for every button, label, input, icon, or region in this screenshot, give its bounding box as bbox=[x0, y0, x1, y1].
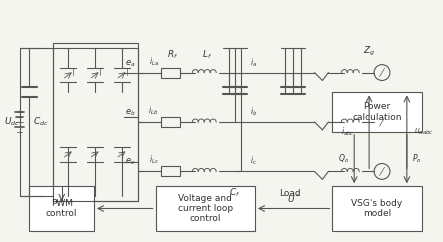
Text: VSG's body
model: VSG's body model bbox=[351, 199, 403, 218]
Text: $i_{abc}$: $i_{abc}$ bbox=[341, 126, 354, 138]
FancyBboxPatch shape bbox=[160, 68, 180, 77]
Text: $P_o$: $P_o$ bbox=[412, 153, 421, 165]
Text: $e_b$: $e_b$ bbox=[125, 107, 136, 118]
FancyBboxPatch shape bbox=[29, 186, 94, 231]
Text: $R_f$: $R_f$ bbox=[167, 48, 178, 61]
Text: $i_b$: $i_b$ bbox=[250, 106, 257, 118]
FancyBboxPatch shape bbox=[155, 186, 255, 231]
FancyBboxPatch shape bbox=[160, 117, 180, 127]
Text: $e_a$: $e_a$ bbox=[125, 58, 136, 69]
Text: $C_{dc}$: $C_{dc}$ bbox=[33, 116, 49, 128]
Text: Voltage and
current loop
control: Voltage and current loop control bbox=[178, 194, 233, 223]
Text: $i_c$: $i_c$ bbox=[250, 155, 257, 167]
Text: $U_{dc}$: $U_{dc}$ bbox=[4, 116, 19, 128]
Text: $L_f$: $L_f$ bbox=[202, 48, 212, 61]
Text: $C_f$: $C_f$ bbox=[229, 186, 241, 199]
Text: $i_{La}$: $i_{La}$ bbox=[148, 55, 159, 68]
Text: $Z_g$: $Z_g$ bbox=[363, 45, 375, 58]
FancyBboxPatch shape bbox=[160, 166, 180, 176]
FancyBboxPatch shape bbox=[332, 186, 422, 231]
Text: $e_c$: $e_c$ bbox=[125, 157, 136, 167]
Text: $i_{Lb}$: $i_{Lb}$ bbox=[148, 105, 159, 117]
Text: $Q_o$: $Q_o$ bbox=[338, 153, 349, 165]
Text: Power
calculation: Power calculation bbox=[352, 102, 402, 122]
Text: $U^*$: $U^*$ bbox=[287, 192, 300, 204]
Text: Load: Load bbox=[279, 189, 300, 198]
Text: $i_a$: $i_a$ bbox=[250, 56, 257, 69]
Text: $i_{Lc}$: $i_{Lc}$ bbox=[148, 154, 159, 166]
FancyBboxPatch shape bbox=[53, 43, 138, 201]
Text: $u_{oabc}$: $u_{oabc}$ bbox=[414, 127, 433, 137]
Text: PWM
control: PWM control bbox=[46, 199, 78, 218]
FancyBboxPatch shape bbox=[332, 92, 422, 132]
